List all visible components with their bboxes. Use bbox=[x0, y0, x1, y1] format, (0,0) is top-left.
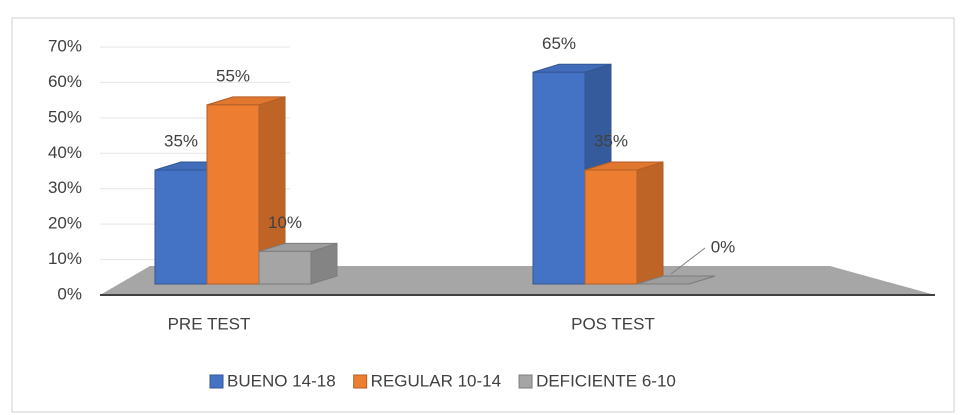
chart-frame bbox=[11, 17, 955, 413]
y-tick-label: 20% bbox=[48, 214, 82, 233]
bar-face bbox=[154, 169, 208, 285]
data-label: 0% bbox=[711, 237, 736, 256]
legend-label: REGULAR 10-14 bbox=[371, 371, 501, 390]
data-label: 35% bbox=[594, 131, 628, 150]
bar-face bbox=[636, 161, 664, 285]
x-tick-label: PRE TEST bbox=[168, 314, 251, 333]
y-tick-label: 50% bbox=[48, 107, 82, 126]
y-tick-label: 60% bbox=[48, 72, 82, 91]
legend-label: BUENO 14-18 bbox=[227, 371, 336, 390]
legend-label: DEFICIENTE 6-10 bbox=[536, 371, 676, 390]
y-tick-label: 0% bbox=[57, 284, 82, 303]
y-tick-label: 70% bbox=[48, 36, 82, 55]
bar bbox=[258, 242, 338, 285]
x-tick-label: POS TEST bbox=[571, 314, 655, 333]
legend-swatch bbox=[353, 374, 368, 389]
data-label: 55% bbox=[216, 66, 250, 85]
bar-face bbox=[584, 169, 638, 285]
y-tick-label: 10% bbox=[48, 249, 82, 268]
data-label: 35% bbox=[164, 131, 198, 150]
bar bbox=[636, 275, 716, 285]
y-tick-label: 30% bbox=[48, 178, 82, 197]
bar bbox=[206, 96, 286, 285]
bar-face bbox=[532, 71, 586, 285]
y-tick-label: 40% bbox=[48, 143, 82, 162]
bar-face bbox=[206, 104, 260, 285]
legend-swatch bbox=[518, 374, 533, 389]
bar bbox=[584, 161, 664, 285]
legend-swatch bbox=[209, 374, 224, 389]
bar-face bbox=[258, 250, 312, 285]
data-label: 10% bbox=[268, 213, 302, 232]
data-label: 65% bbox=[542, 34, 576, 53]
leader-line bbox=[670, 247, 706, 275]
